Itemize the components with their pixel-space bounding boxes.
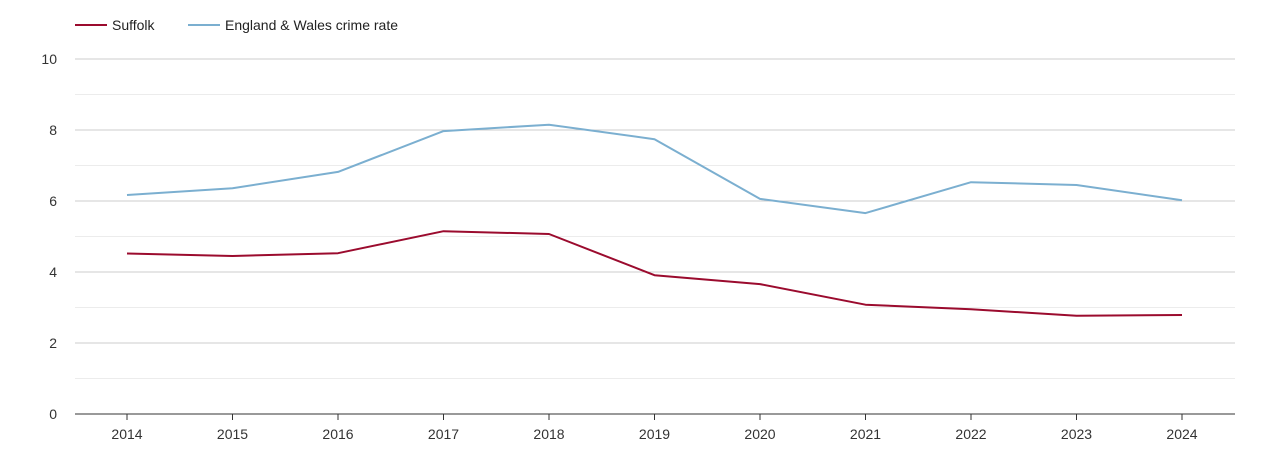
legend-label-england-wales: England & Wales crime rate	[225, 17, 398, 33]
y-tick-label: 10	[41, 51, 57, 67]
series-lines	[127, 125, 1182, 316]
y-tick-label: 6	[49, 193, 57, 209]
legend: Suffolk England & Wales crime rate	[75, 17, 398, 33]
legend-item-england-wales[interactable]: England & Wales crime rate	[188, 17, 398, 33]
x-tick-label: 2024	[1166, 426, 1197, 442]
gridlines	[75, 59, 1235, 379]
x-axis-ticks: 2014 2015 2016 2017 2018 2019 2020 2021 2022 2023…	[111, 414, 1197, 442]
x-tick-label: 2022	[955, 426, 986, 442]
x-tick-label: 2020	[744, 426, 775, 442]
y-tick-label: 4	[49, 264, 57, 280]
series-line-suffolk	[127, 231, 1182, 316]
x-tick-label: 2023	[1061, 426, 1092, 442]
x-tick-label: 2015	[217, 426, 248, 442]
x-tick-label: 2021	[850, 426, 881, 442]
y-tick-label: 2	[49, 335, 57, 351]
series-line-england-wales-crime-rate	[127, 125, 1182, 213]
x-tick-label: 2014	[111, 426, 142, 442]
y-tick-label: 8	[49, 122, 57, 138]
x-tick-label: 2017	[428, 426, 459, 442]
x-tick-label: 2019	[639, 426, 670, 442]
legend-label-suffolk: Suffolk	[112, 17, 156, 33]
legend-item-suffolk[interactable]: Suffolk	[75, 17, 156, 33]
y-axis-ticks: 0 2 4 6 8 10	[41, 51, 57, 422]
line-chart: Suffolk England & Wales crime rate 0 2 4 6 8…	[0, 0, 1270, 450]
y-tick-label: 0	[49, 406, 57, 422]
x-tick-label: 2018	[533, 426, 564, 442]
x-tick-label: 2016	[322, 426, 353, 442]
